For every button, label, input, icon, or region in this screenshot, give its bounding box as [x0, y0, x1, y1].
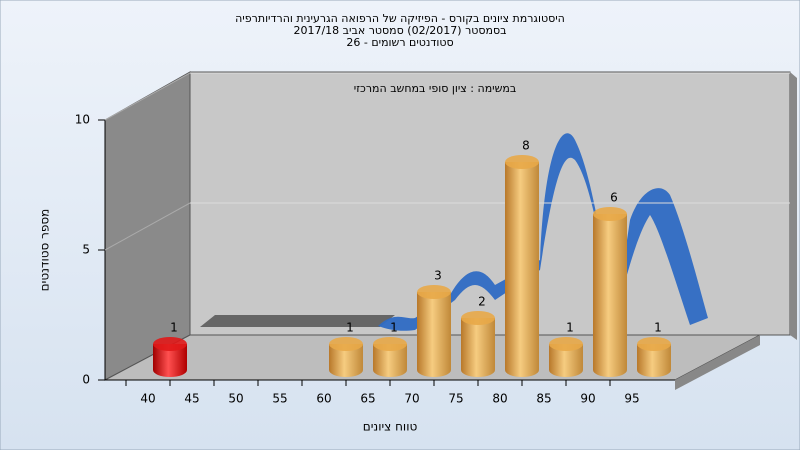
y-axis-label: מספר סטודנטים [38, 209, 52, 292]
x-tick-label: 50 [228, 392, 243, 406]
wall-edge [790, 72, 797, 340]
shadow-band [200, 315, 395, 327]
x-tick-label: 60 [316, 392, 331, 406]
bar [505, 162, 539, 370]
x-tick-label: 45 [184, 392, 199, 406]
bar [593, 214, 627, 370]
bar [461, 318, 495, 370]
x-tick-label: 80 [492, 392, 507, 406]
x-tick-label: 40 [140, 392, 155, 406]
data-label: 1 [170, 321, 178, 335]
y-tick-label: 0 [82, 373, 90, 387]
data-label: 6 [610, 191, 618, 205]
chart-subtitle: בסמסטר (02/2017) סמסטר אביב 2017/18 [293, 24, 506, 37]
grid-line [104, 202, 191, 251]
x-tick-label: 55 [272, 392, 287, 406]
x-tick-label: 75 [448, 392, 463, 406]
x-tick-label: 95 [624, 392, 639, 406]
data-label: 2 [478, 295, 486, 309]
data-label: 1 [654, 321, 662, 335]
distribution-ribbon [378, 133, 708, 331]
bar-top [505, 155, 539, 169]
x-axis-label: טווח ציונים [363, 420, 418, 434]
y-tick-label: 10 [75, 113, 90, 127]
data-label: 3 [434, 269, 442, 283]
bar [417, 292, 451, 370]
x-tick-label: 70 [404, 392, 419, 406]
bar-top [637, 337, 671, 351]
bar-top [329, 337, 363, 351]
bar-top [593, 207, 627, 221]
grid-line [104, 72, 191, 121]
data-label: 1 [346, 321, 354, 335]
annotation: במשימה : ציון סופי במחשב המרכזי [354, 82, 517, 95]
x-tick-label: 85 [536, 392, 551, 406]
x-tick-label: 65 [360, 392, 375, 406]
data-label: 1 [390, 321, 398, 335]
data-label: 1 [566, 321, 574, 335]
x-tick-label: 90 [580, 392, 595, 406]
data-label: 8 [522, 139, 530, 153]
chart-title: היסטוגרמת ציונים בקורס - הפיזיקה של הרפו… [235, 12, 565, 25]
bar-top [417, 285, 451, 299]
floor-edge [675, 335, 760, 390]
bar-top [549, 337, 583, 351]
bar-top [461, 311, 495, 325]
y-tick-label: 5 [82, 243, 90, 257]
bar-top [373, 337, 407, 351]
bar-top [153, 337, 187, 351]
chart-subtitle: סטודנטים רשומים - 26 [346, 36, 453, 49]
